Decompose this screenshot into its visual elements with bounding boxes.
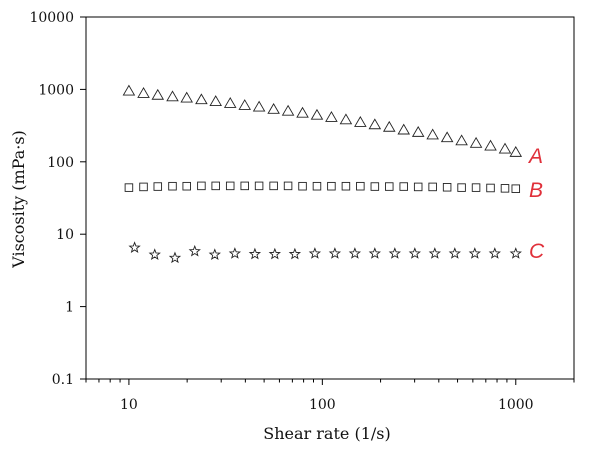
series-a-point (151, 88, 165, 100)
series-b-point (341, 181, 351, 191)
series-a-point (325, 111, 338, 122)
series-c-point (208, 248, 221, 261)
series-c-point (168, 251, 182, 264)
y-axis-title: Viscosity (mPa·s) (9, 130, 28, 269)
series-c-point (288, 247, 302, 260)
series-b-point (225, 181, 235, 191)
series-a-point (238, 99, 252, 110)
series-c-point (268, 247, 281, 260)
series-a-point (469, 136, 483, 148)
y-tick-label: 100 (47, 155, 74, 171)
series-b-point (211, 181, 220, 191)
series-a-point (354, 116, 367, 127)
series-a-point (411, 125, 425, 137)
series-a-point (122, 84, 136, 96)
series-a-point (426, 128, 439, 140)
series-b-point (385, 182, 394, 191)
y-tick-label: 1 (65, 300, 74, 316)
series-c-point (509, 247, 522, 259)
series-a-point (281, 104, 295, 116)
y-tick-label: 10 (56, 227, 74, 243)
series-c-point (308, 247, 322, 259)
series-b-point (442, 183, 452, 192)
series-a-point (509, 145, 523, 157)
series-label-c: C (529, 240, 545, 263)
series-b-point (139, 182, 148, 192)
series-b-point (370, 182, 380, 191)
y-tick-label: 0.1 (52, 372, 74, 388)
series-b-point (153, 182, 163, 191)
series-c-point (228, 247, 242, 259)
series-c-point (248, 247, 262, 260)
x-tick-label: 1000 (498, 397, 534, 413)
series-a-point (339, 113, 353, 125)
y-axis-ticks: 0.1 1 10 100 1000 10000 (29, 10, 86, 388)
series-c-point (328, 247, 342, 259)
series-a-point (252, 100, 266, 112)
series-a-point (484, 139, 497, 151)
series-c-point (448, 247, 461, 259)
series-c-point (128, 241, 141, 253)
series-a-point (223, 97, 237, 108)
series-a-point (440, 131, 454, 143)
series-a-point (296, 106, 309, 118)
series-a-point (195, 93, 208, 105)
series-b-point (399, 182, 408, 191)
y-tick-label: 1000 (38, 82, 74, 98)
series-c-point (188, 244, 201, 257)
series-label-a: A (527, 145, 543, 168)
series-a-point (382, 120, 396, 132)
series-b-point (511, 184, 521, 193)
plot-area (85, 16, 575, 380)
x-tick-label: 100 (309, 397, 336, 413)
series-c-point (368, 247, 381, 259)
series-label-b: B (529, 179, 543, 202)
series-labels: AB C (527, 145, 545, 263)
series-b-point (124, 183, 134, 192)
series-a-point (498, 142, 512, 154)
y-tick-label: 10000 (29, 10, 74, 26)
series-b-point (356, 181, 365, 191)
series-c-point (348, 247, 362, 259)
series-b-point (471, 183, 481, 192)
series-b-point (428, 182, 437, 192)
x-tick-label: 10 (120, 397, 138, 413)
series-b-point (168, 181, 177, 191)
series-b-point (413, 182, 423, 192)
series-c-point (408, 247, 421, 259)
series-a-point (397, 123, 411, 135)
series-c-point (468, 247, 481, 259)
series-b-point (486, 183, 495, 193)
series-b-point (283, 181, 293, 191)
series-c-point (428, 247, 441, 259)
series-c-point (388, 247, 401, 259)
series-b-point (500, 184, 510, 193)
series-b-point (197, 181, 206, 191)
series-b-point (327, 181, 336, 191)
series-a-point (310, 108, 324, 120)
x-axis-ticks: 10 100 1000 (85, 379, 575, 413)
series-a-point (368, 118, 382, 130)
plot-frame (85, 16, 575, 380)
series-c-point (488, 247, 501, 259)
series-b-point (298, 181, 307, 191)
series-b-point (457, 183, 466, 192)
series-b-point (269, 181, 278, 191)
series-a-point (267, 102, 280, 114)
series-a-point (455, 134, 468, 146)
series-a-point (180, 91, 193, 103)
x-axis-title: Shear rate (1/s) (263, 424, 390, 443)
series-a-point (137, 87, 150, 98)
series-b-point (182, 181, 191, 191)
series-a-point (166, 90, 179, 102)
series-a-point (209, 95, 222, 106)
series-c-point (148, 248, 161, 261)
series-b-point (240, 181, 249, 191)
data-markers (122, 84, 523, 264)
series-b-point (312, 181, 322, 191)
series-b-point (254, 181, 264, 191)
